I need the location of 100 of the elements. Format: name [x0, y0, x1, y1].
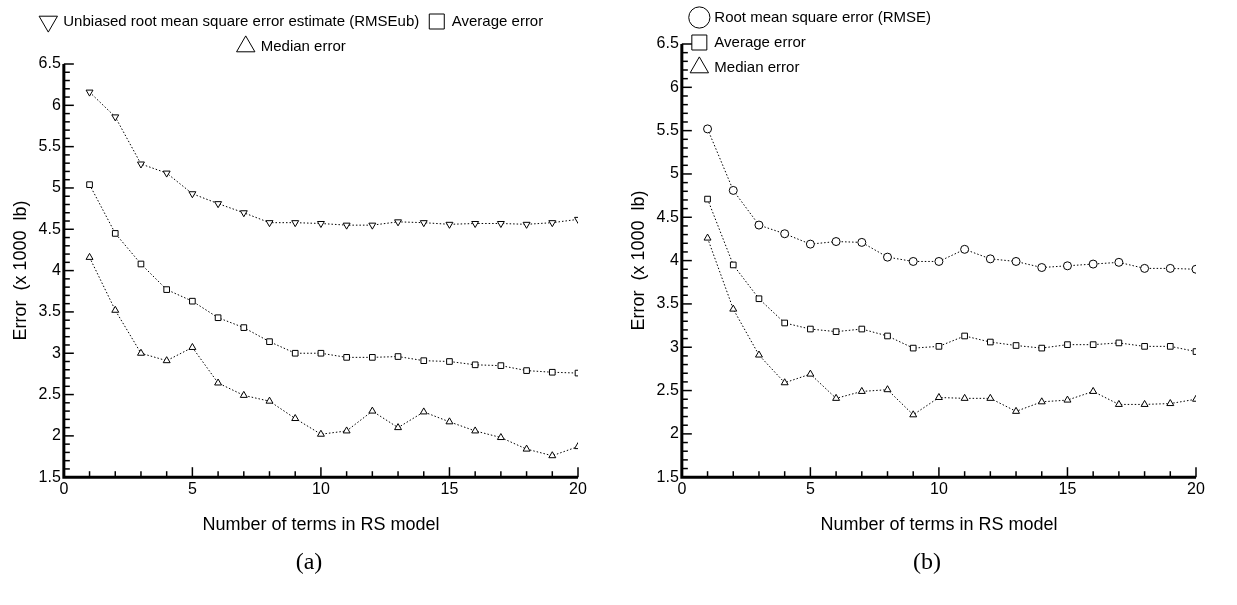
- point: [807, 325, 814, 333]
- text: (a): [294, 548, 324, 575]
- point: [265, 220, 274, 228]
- point: [111, 230, 119, 237]
- y-tick-label: 2: [51, 426, 61, 444]
- point: [471, 361, 479, 369]
- point: [291, 349, 299, 357]
- point: [523, 367, 530, 374]
- point: [960, 393, 969, 401]
- point: [780, 378, 789, 386]
- point: [445, 221, 454, 229]
- x-tick-label: 15: [1058, 480, 1077, 498]
- point: [162, 356, 171, 364]
- point: [214, 314, 222, 322]
- point: [985, 254, 995, 264]
- point: [214, 201, 223, 209]
- point: [85, 252, 94, 260]
- point: [1140, 263, 1150, 273]
- point: [857, 386, 866, 394]
- y-tick-label: 6.5: [656, 34, 679, 52]
- y-tick-label: 5.5: [656, 121, 679, 139]
- point: [188, 342, 197, 350]
- point: [291, 414, 300, 422]
- point: [1089, 341, 1097, 348]
- point: [832, 328, 840, 335]
- point: [1062, 261, 1072, 271]
- point: [1140, 399, 1149, 407]
- y-tick-label: 1.5: [38, 467, 61, 485]
- point: [728, 185, 738, 195]
- point: [162, 170, 171, 178]
- point: [316, 429, 325, 437]
- point: [86, 181, 93, 188]
- y-tick-label: 2: [669, 424, 679, 442]
- point: [987, 338, 994, 346]
- y-tick-label: 2.5: [38, 384, 61, 402]
- point: [805, 239, 815, 249]
- legend-label: Median error: [714, 57, 800, 75]
- y-tick-label: 6: [51, 95, 61, 113]
- point: [934, 256, 944, 266]
- y-tick-label: 3.5: [656, 294, 679, 312]
- point: [548, 368, 556, 376]
- y-tick-label: 1.5: [656, 467, 679, 485]
- point: [137, 161, 145, 169]
- point: [935, 343, 943, 350]
- y-tick-label: 6: [669, 77, 679, 95]
- point: [548, 451, 557, 459]
- point: [214, 378, 223, 386]
- point: [548, 220, 557, 228]
- point: [1011, 256, 1021, 266]
- point: [1114, 257, 1124, 267]
- point: [368, 222, 377, 230]
- point: [703, 233, 712, 241]
- point: [1115, 339, 1123, 347]
- point: [368, 406, 377, 414]
- point: [394, 219, 403, 227]
- point: [1038, 344, 1046, 352]
- point: [137, 348, 145, 356]
- point: [1088, 259, 1098, 269]
- point: [369, 354, 376, 361]
- legend-label: Average error: [451, 11, 544, 29]
- legend-label: Median error: [260, 36, 346, 54]
- point: [755, 295, 763, 303]
- point: [419, 220, 428, 228]
- point: [266, 338, 273, 345]
- point: [1166, 399, 1175, 407]
- x-tick-label: 15: [440, 480, 459, 498]
- point: [883, 385, 892, 393]
- point: [291, 220, 300, 228]
- y-tick-label: 3: [669, 337, 679, 355]
- point: [111, 114, 120, 122]
- point: [394, 423, 403, 431]
- point: [445, 417, 454, 425]
- point: [858, 325, 866, 333]
- point: [163, 286, 170, 293]
- point: [419, 407, 428, 415]
- point: [831, 237, 841, 247]
- point: [342, 426, 351, 434]
- point: [239, 210, 248, 218]
- x-tick-label: 5: [187, 480, 197, 498]
- point: [1166, 343, 1174, 350]
- point: [1141, 343, 1148, 350]
- point: [189, 297, 196, 305]
- point: [522, 221, 531, 229]
- x-tick-label: 10: [312, 480, 330, 498]
- point: [111, 305, 120, 313]
- point: [806, 369, 815, 377]
- y-tick-label: 5: [669, 164, 679, 182]
- y-tick-label: 6.5: [38, 54, 61, 72]
- point: [496, 433, 505, 441]
- x-axis-title: Number of terms in RS model: [820, 514, 1058, 535]
- point: [522, 444, 531, 452]
- x-tick-label: 20: [1187, 480, 1205, 498]
- point: [780, 229, 790, 239]
- x-tick-label: 5: [805, 480, 815, 498]
- y-axis-title: Error (x 1000 lb): [9, 200, 30, 341]
- point: [137, 260, 145, 268]
- y-tick-label: 3.5: [38, 302, 61, 320]
- point: [961, 332, 968, 340]
- point: [265, 396, 274, 404]
- y-tick-label: 5.5: [38, 137, 61, 155]
